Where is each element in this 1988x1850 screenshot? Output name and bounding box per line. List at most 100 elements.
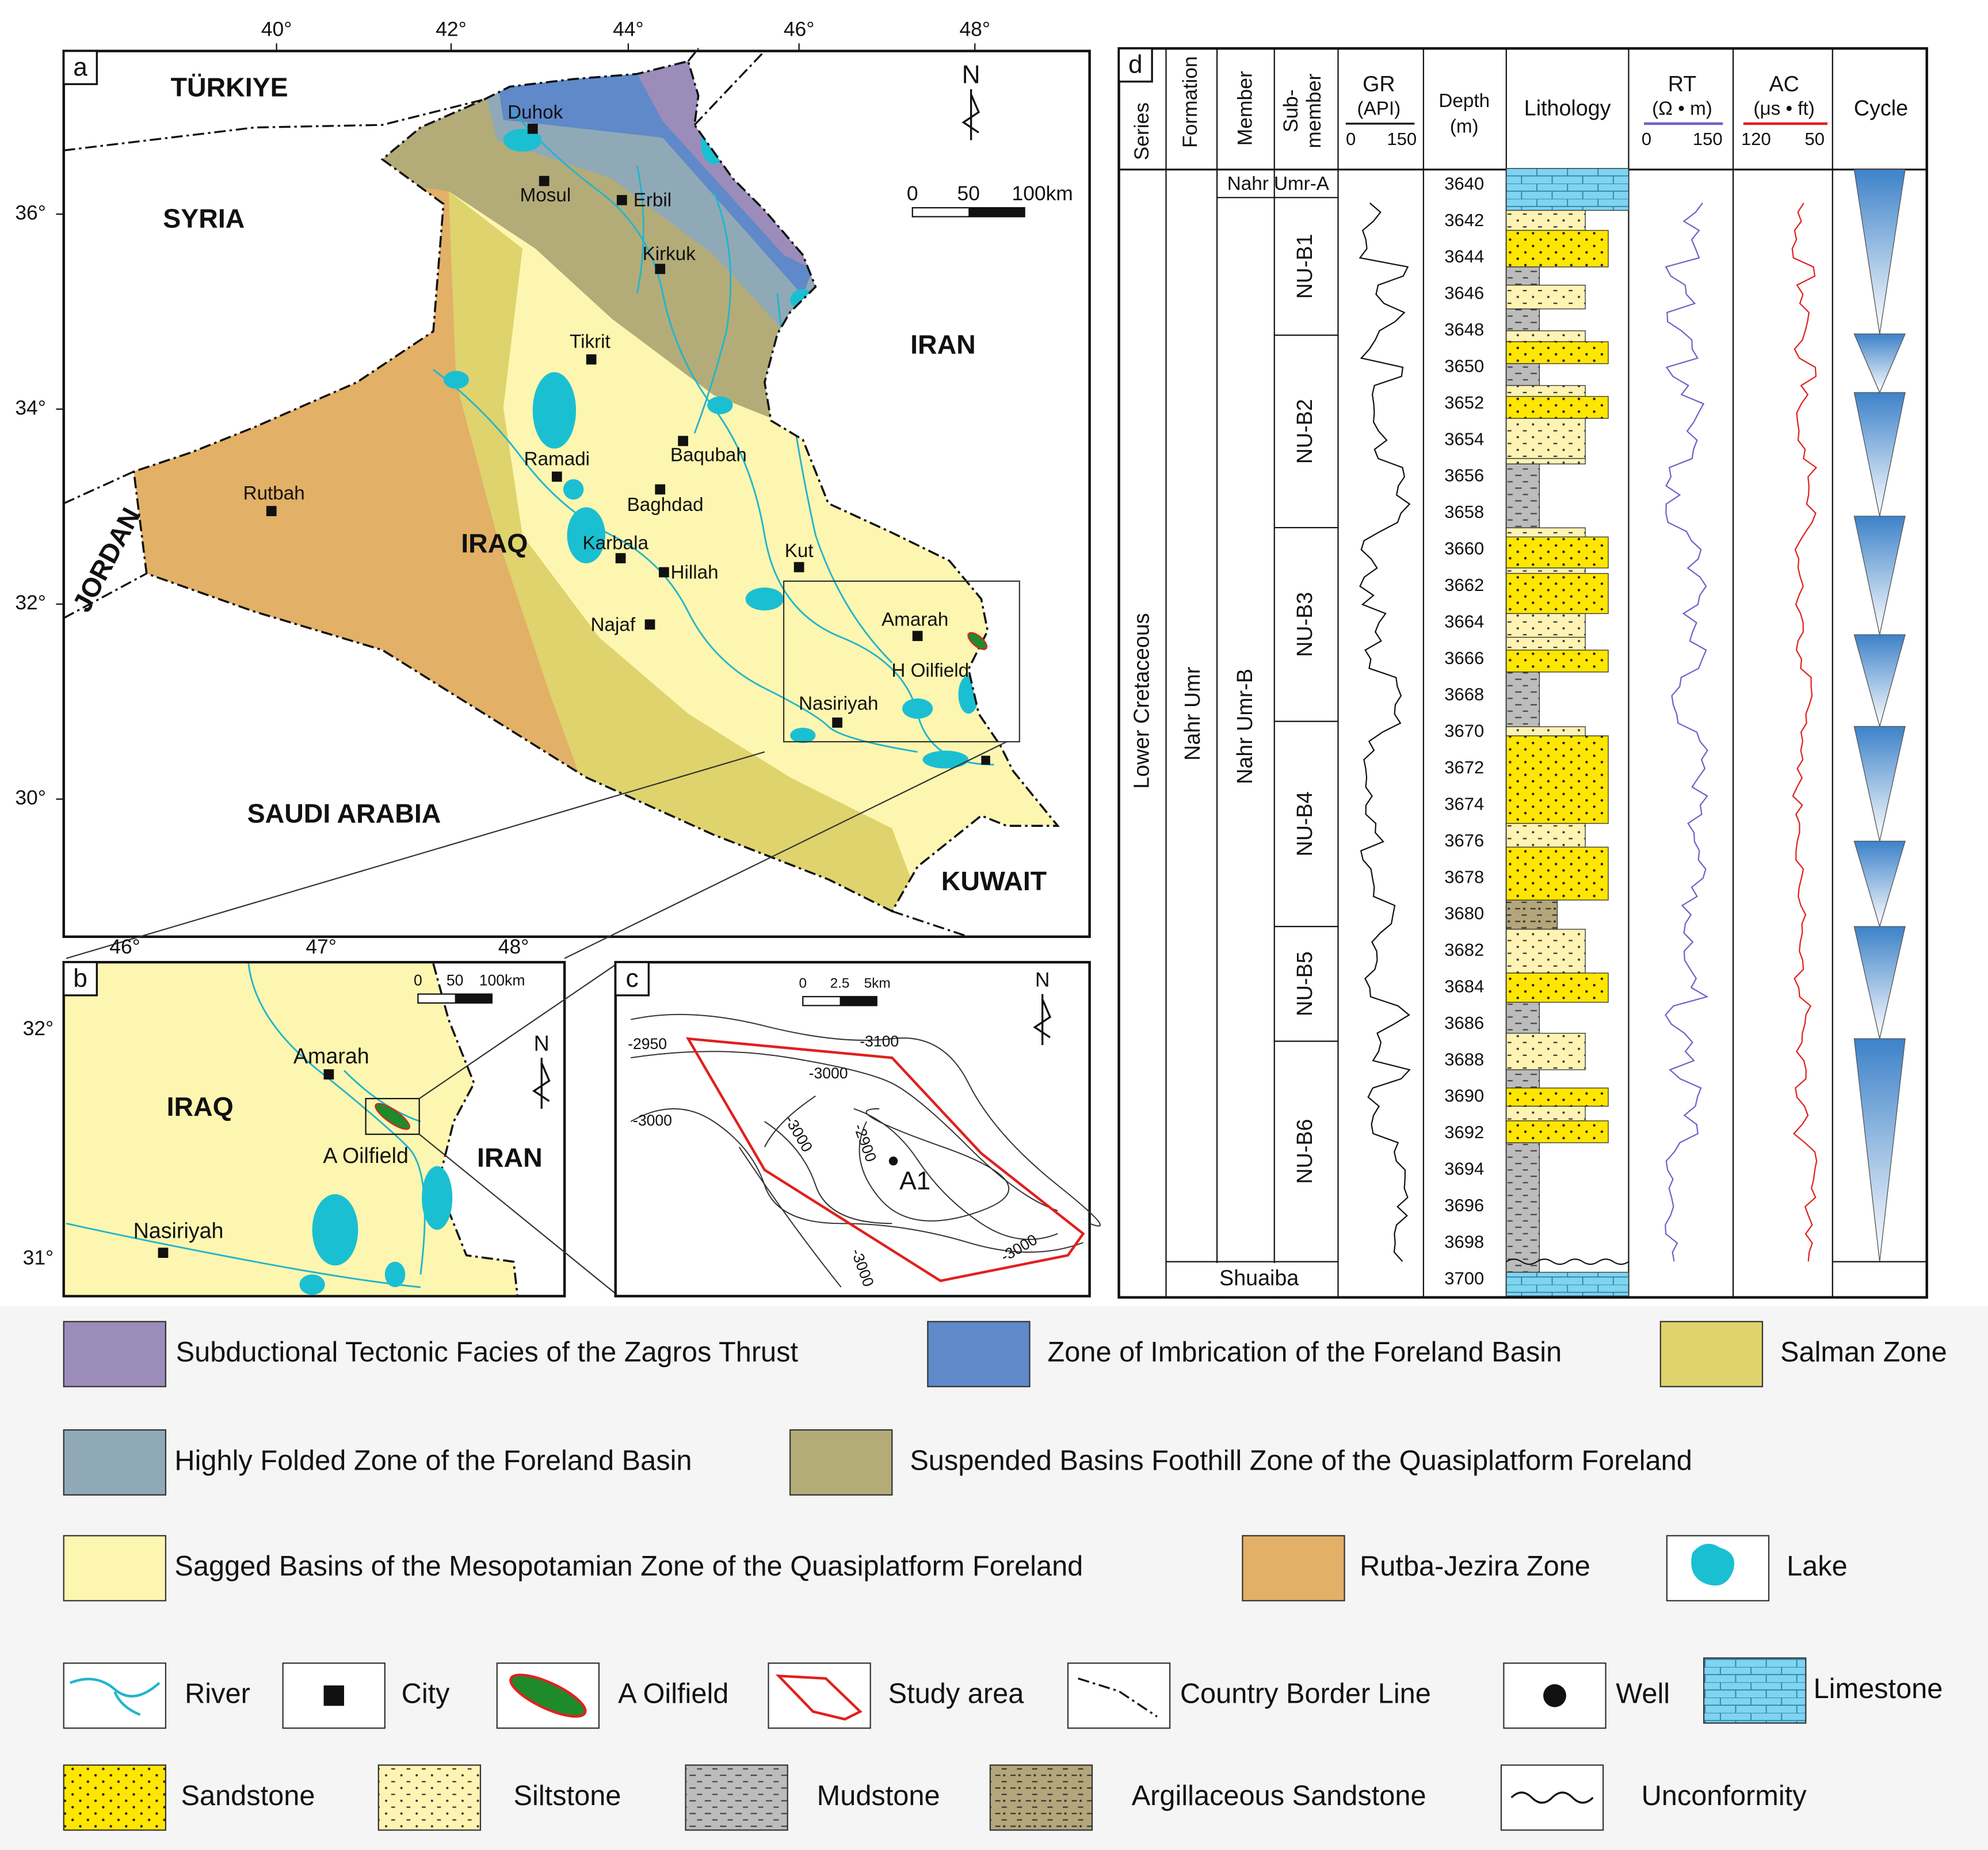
header: 0 xyxy=(1346,129,1356,149)
legend-swatch xyxy=(927,1321,1031,1387)
panel-label: a xyxy=(73,53,87,81)
header: AC xyxy=(1769,71,1799,96)
depth-label: 3680 xyxy=(1444,903,1484,924)
panel-label-box xyxy=(1117,47,1153,83)
header: Formation xyxy=(1178,56,1201,147)
lithology-layer xyxy=(1506,1120,1609,1143)
depth-label: 3684 xyxy=(1444,977,1484,997)
oilfield-symbol xyxy=(509,1673,587,1718)
scale-label: 100km xyxy=(1012,182,1073,205)
depth-label: 3654 xyxy=(1444,429,1484,449)
city-label: Amarah xyxy=(293,1044,369,1068)
sub-member-name: NU-B6 xyxy=(1292,1119,1317,1184)
legend-swatch xyxy=(768,1662,871,1729)
contour-label: -3100 xyxy=(860,1033,899,1050)
zone-sagged xyxy=(133,61,1058,911)
longitude-label: 40° xyxy=(261,18,292,41)
legend-label: Sagged Basins of the Mesopotamian Zone o… xyxy=(174,1551,1083,1582)
country-label: IRAN xyxy=(910,330,976,360)
legend-swatch xyxy=(63,1321,167,1387)
legend-label: Highly Folded Zone of the Foreland Basin xyxy=(174,1445,692,1476)
legend-swatch xyxy=(685,1764,788,1831)
unconformity xyxy=(1506,1258,1630,1265)
header: 150 xyxy=(1693,129,1723,149)
latitude-label: 32° xyxy=(15,591,46,614)
panel-label: b xyxy=(73,964,87,993)
well-site xyxy=(981,756,990,765)
depth-label: 3652 xyxy=(1444,392,1484,413)
city-marker xyxy=(659,567,669,578)
contour-line xyxy=(764,1095,816,1147)
contour-line xyxy=(631,1014,1101,1227)
lithology-layer xyxy=(1506,573,1609,614)
lithology-layer xyxy=(1506,458,1586,464)
header: member xyxy=(1302,74,1325,148)
oilfield-box xyxy=(365,1098,420,1135)
depth-label: 3682 xyxy=(1444,940,1484,960)
lithology-layer xyxy=(1506,899,1558,930)
study-box xyxy=(783,580,1020,743)
lake-symbol xyxy=(1691,1543,1735,1586)
depth-label: 3650 xyxy=(1444,356,1484,376)
header: Member xyxy=(1233,71,1256,146)
legend-label: Zone of Imbrication of the Foreland Basi… xyxy=(1048,1337,1562,1368)
contour-line xyxy=(764,1121,892,1225)
cover xyxy=(1167,1262,1337,1296)
legend-swatch xyxy=(1703,1657,1807,1724)
cycle-triangle xyxy=(1853,841,1906,928)
border-symbol xyxy=(1078,1677,1158,1718)
sub-member-name: NU-B4 xyxy=(1292,791,1317,856)
cycle-triangle xyxy=(1853,333,1906,394)
connector xyxy=(418,1134,616,1294)
legend-label: Well xyxy=(1616,1679,1670,1710)
river xyxy=(66,1222,421,1288)
legend-label: Unconformity xyxy=(1642,1780,1807,1811)
lithology-layer xyxy=(1506,341,1609,364)
latitude-label: 30° xyxy=(15,786,46,809)
lake xyxy=(563,479,584,500)
header: 120 xyxy=(1741,129,1771,149)
zone-folded xyxy=(484,61,829,338)
depth-label: 3648 xyxy=(1444,319,1484,340)
depth-label: 3662 xyxy=(1444,575,1484,595)
panel-label-box xyxy=(63,961,98,997)
depth-label: 3698 xyxy=(1444,1231,1484,1252)
north-arrow xyxy=(1033,994,1052,1046)
header: (m) xyxy=(1450,116,1479,137)
depth-label: 3696 xyxy=(1444,1195,1484,1215)
legend-label: Siltstone xyxy=(514,1780,621,1811)
depth-label: 3694 xyxy=(1444,1159,1484,1179)
north-label: N xyxy=(1035,968,1050,991)
river xyxy=(509,108,994,766)
latitude-label: 32° xyxy=(23,1017,54,1040)
contour-label: -3000 xyxy=(633,1112,672,1129)
longitude-label: 42° xyxy=(436,18,467,41)
depth-label: 3660 xyxy=(1444,539,1484,559)
scale-label: 100km xyxy=(479,971,525,989)
panel-label: d xyxy=(1128,51,1143,79)
member-name: Nahr Umr-A xyxy=(1227,173,1330,194)
depth-label: 3656 xyxy=(1444,466,1484,486)
sub-member-name: NU-B1 xyxy=(1292,234,1317,299)
formation-name: Nahr Umr xyxy=(1180,667,1204,761)
depth-label: 3670 xyxy=(1444,721,1484,741)
panel-frame xyxy=(614,960,1091,1298)
longitude-label: 44° xyxy=(613,18,644,41)
lake xyxy=(503,128,542,152)
river xyxy=(693,190,732,434)
latitude-label: 34° xyxy=(15,396,46,419)
city-label: Najaf xyxy=(591,614,636,635)
lake xyxy=(745,588,784,611)
lithology-layer xyxy=(1506,1142,1540,1273)
country-label: IRAN xyxy=(477,1143,543,1173)
country-border xyxy=(891,910,969,938)
header: (API) xyxy=(1357,98,1401,119)
well-marker xyxy=(888,1156,898,1166)
city-marker xyxy=(615,553,626,563)
lithology-layer xyxy=(1506,396,1609,419)
legend-label: Salman Zone xyxy=(1780,1337,1947,1368)
lithology-layer xyxy=(1506,1032,1586,1070)
lithology-layer xyxy=(1506,846,1609,901)
study-symbol xyxy=(775,1674,863,1721)
city-marker xyxy=(655,484,666,495)
